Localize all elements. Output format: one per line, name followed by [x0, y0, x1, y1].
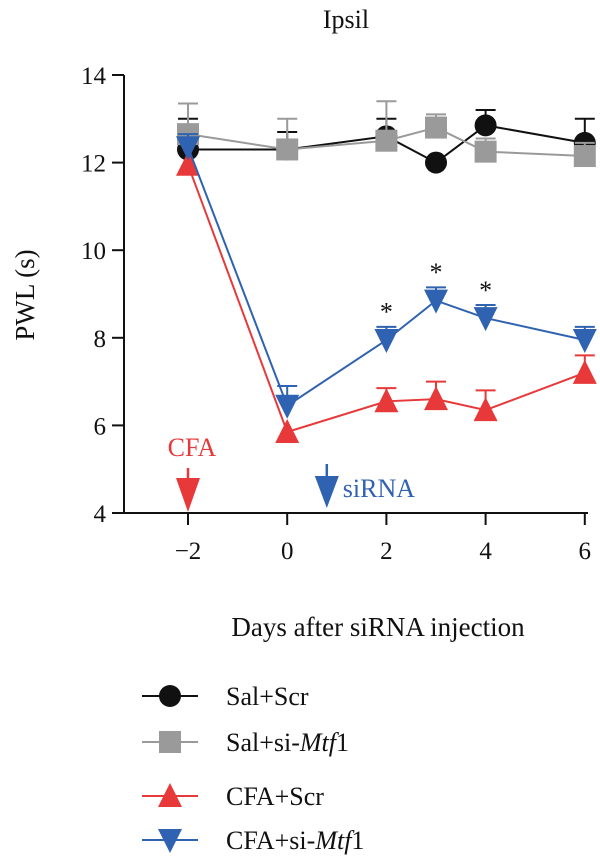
y-axis-label: PWL (s) [10, 249, 40, 340]
legend-label: CFA+si-Mtf1 [226, 826, 364, 855]
y-tick-label: 14 [81, 63, 107, 90]
data-point [374, 328, 399, 353]
data-point [572, 328, 597, 353]
annotation-arrow-head [176, 478, 200, 512]
significance-star: * [479, 276, 492, 305]
y-tick-label: 6 [94, 413, 107, 440]
data-point [473, 397, 498, 422]
x-tick-label: 6 [579, 538, 592, 565]
y-tick-label: 10 [81, 238, 106, 265]
data-point [425, 151, 447, 174]
data-point [425, 116, 447, 139]
x-axis-label: Days after siRNA injection [231, 612, 525, 642]
legend-marker [159, 685, 181, 707]
legend-marker [158, 783, 182, 807]
legend-label: Sal+si-Mtf1 [226, 728, 349, 757]
data-point [276, 138, 299, 161]
x-tick-label: 0 [281, 538, 294, 565]
data-point [275, 394, 300, 419]
data-point [275, 418, 300, 443]
series-layer [176, 100, 597, 443]
data-point [374, 388, 399, 413]
data-point [176, 136, 200, 161]
data-point [424, 386, 448, 411]
series-line [187, 126, 585, 158]
series-cfa-si-mtf1 [176, 133, 597, 419]
x-tick-label: −2 [175, 538, 202, 565]
legend-item: CFA+Scr [142, 782, 324, 811]
data-point [572, 359, 597, 384]
data-point [375, 129, 398, 152]
legend-marker [158, 829, 182, 853]
series-line [187, 146, 586, 408]
annotations: CFA siRNA [168, 433, 415, 512]
data-point [424, 289, 448, 314]
y-tick-label: 12 [81, 151, 106, 178]
legend-item: CFA+si-Mtf1 [142, 826, 364, 855]
annotation-label: siRNA [343, 474, 415, 503]
annotation-arrow-head [314, 476, 339, 508]
legend-item: Sal+Scr [142, 682, 309, 711]
legend-item: Sal+si-Mtf1 [142, 728, 349, 757]
legend-marker [159, 731, 181, 753]
legend-label: Sal+Scr [226, 682, 309, 711]
data-point [473, 307, 498, 332]
chart-title: Ipsil [323, 5, 369, 34]
data-point [474, 114, 497, 137]
data-point [176, 151, 200, 176]
data-point [474, 140, 497, 163]
y-tick-label: 8 [94, 326, 107, 353]
axes: 4 6 8 10 12 14 −2 0 2 4 6 [81, 63, 591, 565]
significance-star: * [380, 298, 393, 327]
significance-star: * [430, 258, 443, 287]
series-cfa-scr [176, 151, 597, 443]
x-tick-label: 2 [380, 538, 393, 565]
y-ticks: 4 6 8 10 12 14 [81, 63, 124, 528]
x-tick-label: 4 [479, 538, 492, 565]
series-line [188, 124, 585, 164]
significance-markers: * * * [380, 258, 492, 326]
legend-label: CFA+Scr [226, 782, 324, 811]
x-ticks: −2 0 2 4 6 [175, 513, 591, 565]
series-line [187, 164, 586, 434]
legend: Sal+Scr Sal+si-Mtf1 CFA+Scr CFA+si-Mtf1 [142, 682, 364, 855]
y-tick-label: 4 [94, 501, 107, 528]
annotation-label: CFA [168, 433, 217, 462]
data-point [573, 145, 596, 168]
